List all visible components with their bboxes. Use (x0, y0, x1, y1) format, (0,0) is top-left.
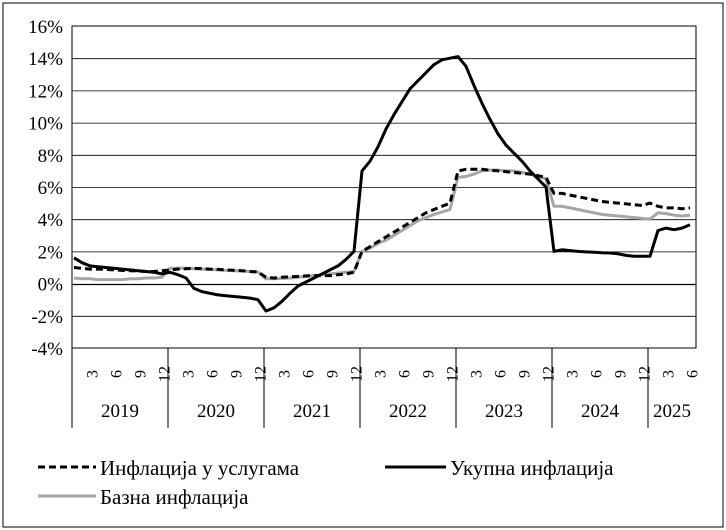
x-year-label: 2022 (389, 401, 427, 422)
legend-label-total: Укупна инфлација (450, 456, 614, 480)
x-year-label: 2019 (101, 401, 139, 422)
x-month-tick-label: 12 (157, 366, 174, 382)
y-tick-label: 14% (28, 49, 63, 70)
x-month-tick-label: 12 (253, 366, 270, 382)
legend-label-services: Инфлација у услугама (100, 456, 300, 480)
y-tick-label: -4% (31, 339, 63, 360)
x-month-tick-label: 12 (349, 366, 366, 382)
y-tick-label: 6% (38, 178, 64, 199)
y-tick-label: 8% (38, 146, 64, 167)
x-month-tick-label: 9 (517, 370, 534, 378)
legend-label-core: Базна инфлација (100, 485, 249, 509)
x-month-tick-label: 6 (589, 370, 606, 378)
x-month-tick-label: 9 (325, 370, 342, 378)
x-month-tick-label: 6 (685, 370, 702, 378)
y-tick-label: 16% (28, 17, 63, 38)
series-lines (73, 55, 691, 313)
legend-item-total: Укупна инфлација (385, 456, 614, 480)
y-axis: -4% -2% 0% 2% 4% 6% 8% 10% 12% 14% 16% (28, 17, 63, 360)
x-month-tick-label: 6 (397, 370, 414, 378)
x-month-tick-label: 9 (613, 370, 630, 378)
x-month-tick-label: 3 (661, 370, 678, 378)
x-month-tick-label: 3 (277, 370, 294, 378)
x-month-tick-label: 3 (565, 370, 582, 378)
x-month-tick-label: 12 (637, 366, 654, 382)
x-month-tick-label: 3 (373, 370, 390, 378)
x-month-tick-label: 9 (421, 370, 438, 378)
x-year-label: 2024 (581, 401, 620, 422)
y-tick-label: 0% (38, 275, 64, 296)
x-year-label: 2025 (653, 401, 691, 422)
legend-item-services: Инфлација у услугама (38, 456, 300, 480)
x-month-tick-label: 6 (205, 370, 222, 378)
x-month-tick-label: 6 (301, 370, 318, 378)
x-year-label: 2020 (197, 401, 235, 422)
y-tick-label: 2% (38, 242, 64, 263)
x-month-tick-label: 9 (229, 370, 246, 378)
x-year-label: 2021 (293, 401, 331, 422)
x-month-tick-label: 3 (85, 370, 102, 378)
x-month-tick-label: 6 (493, 370, 510, 378)
plot-area (71, 25, 697, 349)
series-line-total (73, 55, 691, 313)
x-month-tick-label: 6 (109, 370, 126, 378)
x-month-tick-label: 3 (181, 370, 198, 378)
series-line-services (73, 167, 691, 280)
y-tick-label: 10% (28, 114, 63, 135)
x-month-tick-label: 3 (469, 370, 486, 378)
legend-item-core: Базна инфлација (38, 485, 249, 509)
legend: Инфлација у услугама Укупна инфлација Ба… (38, 456, 614, 509)
y-tick-label: -2% (31, 307, 63, 328)
y-tick-label: 4% (38, 210, 64, 231)
y-tick-label: 12% (28, 81, 63, 102)
x-month-tick-label: 9 (133, 370, 150, 378)
x-month-tick-label: 12 (541, 366, 558, 382)
x-month-tick-label: 12 (445, 366, 462, 382)
x-year-label: 2023 (485, 401, 523, 422)
